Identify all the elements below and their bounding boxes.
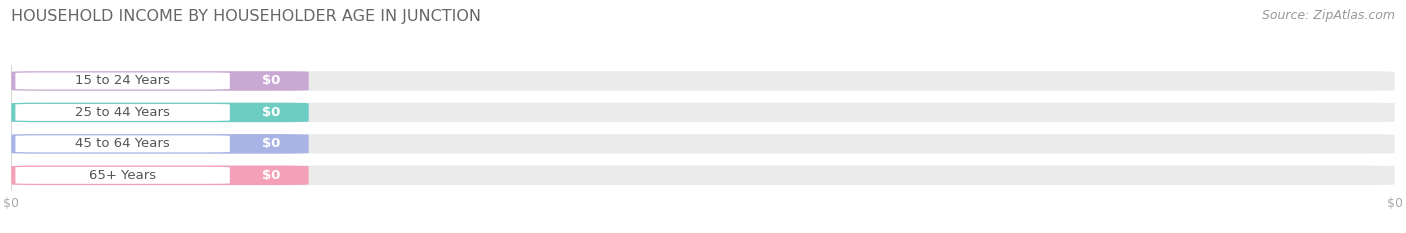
FancyBboxPatch shape xyxy=(11,134,309,154)
Text: 65+ Years: 65+ Years xyxy=(89,169,156,182)
Text: 25 to 44 Years: 25 to 44 Years xyxy=(75,106,170,119)
FancyBboxPatch shape xyxy=(11,103,309,122)
FancyBboxPatch shape xyxy=(11,71,1395,91)
Text: 45 to 64 Years: 45 to 64 Years xyxy=(76,137,170,150)
FancyBboxPatch shape xyxy=(11,103,1395,122)
FancyBboxPatch shape xyxy=(15,72,229,89)
FancyBboxPatch shape xyxy=(15,167,229,184)
Text: 15 to 24 Years: 15 to 24 Years xyxy=(75,75,170,87)
Text: $0: $0 xyxy=(262,75,281,87)
Text: $0: $0 xyxy=(262,169,281,182)
Text: Source: ZipAtlas.com: Source: ZipAtlas.com xyxy=(1261,9,1395,22)
FancyBboxPatch shape xyxy=(11,71,309,91)
FancyBboxPatch shape xyxy=(11,166,1395,185)
FancyBboxPatch shape xyxy=(11,134,1395,154)
FancyBboxPatch shape xyxy=(15,104,229,121)
Text: $0: $0 xyxy=(262,137,281,150)
FancyBboxPatch shape xyxy=(15,135,229,152)
Text: HOUSEHOLD INCOME BY HOUSEHOLDER AGE IN JUNCTION: HOUSEHOLD INCOME BY HOUSEHOLDER AGE IN J… xyxy=(11,9,481,24)
Text: $0: $0 xyxy=(262,106,281,119)
FancyBboxPatch shape xyxy=(11,166,309,185)
